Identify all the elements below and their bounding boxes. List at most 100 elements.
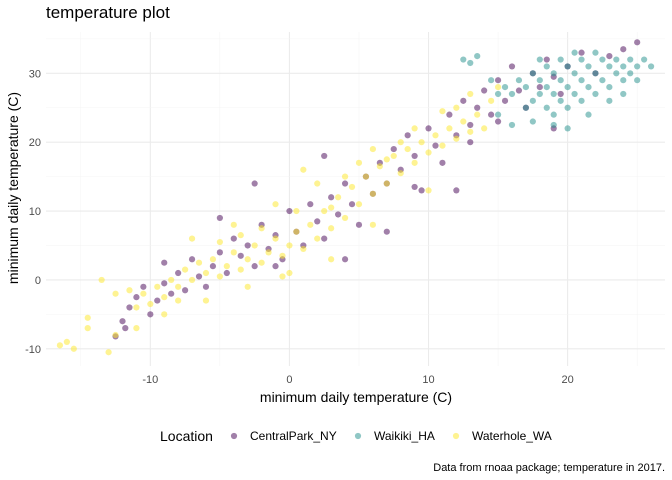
legend-title: Location [160,428,213,444]
data-point [223,263,230,270]
data-point [98,276,105,284]
data-point [258,259,265,266]
data-point [467,121,474,129]
data-point [578,77,585,84]
data-point [522,104,529,111]
legend-label: Waterhole_WA [472,429,552,443]
data-point [397,170,404,177]
data-point [279,252,286,259]
data-point [195,273,203,280]
data-point [634,39,641,46]
data-point [592,70,599,77]
data-point [446,111,453,118]
data-point [620,77,627,84]
data-point [460,97,467,104]
data-point [550,70,557,77]
data-point [154,283,161,290]
data-point [425,149,432,156]
y-tick-label: 20 [29,137,41,149]
data-point [209,263,217,270]
data-point [578,97,585,104]
y-tick-label: 30 [29,68,41,80]
data-point [578,49,585,56]
data-point [425,187,432,194]
data-point [244,256,251,263]
data-point [439,108,446,115]
data-point [321,235,328,242]
data-point [341,214,349,222]
data-point [84,325,91,332]
data-point [328,194,335,201]
data-point [216,214,223,222]
chart-caption: Data from rnoaa package; temperature in … [433,462,665,474]
data-point [390,152,397,160]
data-point [369,145,376,153]
data-point [314,218,321,225]
data-point [585,83,592,91]
y-axis-title: minimum daily temperature (C) [5,92,21,284]
data-point [126,304,133,311]
data-point [383,156,390,163]
data-point [230,235,237,242]
data-point [122,325,129,332]
data-point [460,118,467,125]
data-point [335,211,342,218]
data-point [557,97,564,104]
data-point [237,252,244,259]
data-point [474,111,481,118]
data-point [543,104,550,111]
data-point [453,187,460,194]
data-point [571,90,578,98]
data-point [202,269,210,277]
data-point [564,63,571,70]
data-point [620,90,627,98]
data-point [286,269,293,277]
data-point [529,118,536,125]
data-point [564,125,571,132]
data-point [557,77,564,84]
data-point [258,225,265,232]
data-point [188,276,196,284]
data-point [314,180,321,187]
data-point [272,263,279,270]
data-point [140,290,147,297]
x-tick-label: -10 [142,374,158,386]
data-point [209,256,217,263]
data-point [223,269,230,277]
data-point [265,249,272,256]
data-point [564,83,571,91]
data-point [613,56,620,63]
data-point [418,187,425,194]
data-point [439,159,446,166]
data-point [279,273,286,280]
data-point [293,228,300,235]
data-point [488,111,495,118]
data-point [307,201,314,208]
data-point [341,256,349,263]
data-point [202,297,210,304]
data-point [515,87,523,94]
data-point [543,83,550,91]
data-point [634,63,641,70]
data-point [272,201,279,208]
data-point [348,201,356,208]
data-point [175,283,182,290]
data-point [168,276,175,284]
data-point [488,77,495,84]
legend-key [354,432,362,440]
data-point [488,97,495,104]
data-point [355,221,363,228]
data-point [411,183,418,191]
data-point [348,183,356,191]
data-point [168,290,175,297]
data-point [251,242,258,249]
data-point [481,125,488,132]
legend-key [452,432,460,440]
y-tick-label: 0 [35,275,41,287]
data-point [140,283,147,290]
data-point [161,294,168,301]
data-point [175,297,182,304]
data-point [529,70,536,77]
data-point [133,294,140,301]
